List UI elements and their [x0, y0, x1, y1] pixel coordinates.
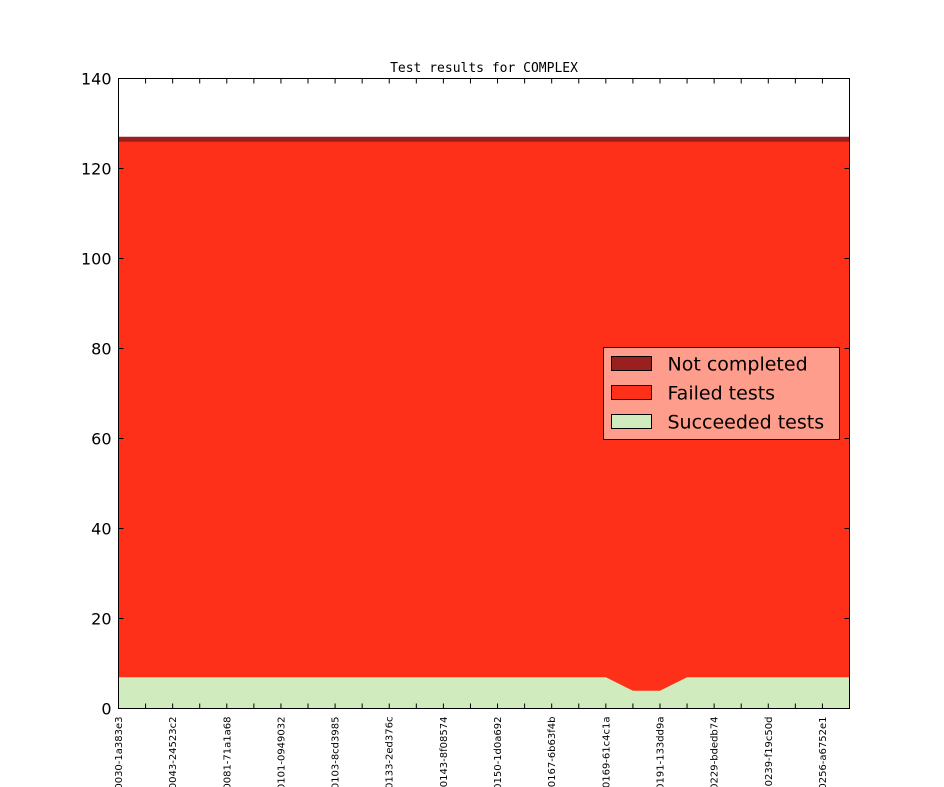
y-tick-label: 60	[91, 430, 111, 449]
plot-frame	[118, 78, 850, 709]
x-tick-label: 0101-0949032	[276, 717, 287, 787]
legend-label: Succeeded tests	[668, 412, 825, 434]
x-tick-label: 0169-61c4c1a	[601, 717, 612, 787]
y-tick-label: 80	[91, 340, 111, 359]
x-tick-label: 0143-8f08574	[439, 717, 450, 787]
legend-swatch	[611, 356, 652, 371]
x-tick-label: 0030-1a383e3	[114, 717, 125, 787]
y-tick-label: 120	[81, 160, 112, 179]
y-tick-label: 140	[81, 70, 112, 89]
area-series-group	[118, 136, 850, 709]
x-tick-label: 0081-71a1a68	[222, 717, 233, 787]
x-tick-label: 0229-bdedb74	[710, 717, 721, 787]
x-tick-label: 0239-f19c50d	[764, 717, 775, 787]
legend-label: Failed tests	[668, 383, 776, 405]
x-tick-label: 0133-2ed376c	[385, 717, 396, 787]
legend-label: Not completed	[668, 354, 808, 376]
x-tick-label: 0191-133dd9a	[655, 717, 666, 787]
y-tick-label: 0	[101, 700, 111, 719]
x-tick-label: 0256-a6752e1	[818, 717, 829, 787]
x-tick-label: 0150-1d0a692	[493, 717, 504, 787]
x-tick-label: 0043-24523c2	[168, 717, 179, 787]
legend: Not completed Failed tests Succeeded tests	[603, 347, 840, 440]
y-tick-label: 100	[81, 250, 112, 269]
area-succeeded-tests	[118, 676, 850, 709]
area-not-completed	[118, 136, 850, 142]
y-tick-label: 20	[91, 610, 111, 629]
legend-swatch	[611, 385, 652, 400]
legend-swatch	[611, 414, 652, 429]
x-tick-label: 0167-6b63f4b	[547, 717, 558, 787]
chart-title: Test results for COMPLEX	[390, 61, 578, 76]
y-tick-label: 40	[91, 520, 111, 539]
y-axis: 0 20 40 60 80 100 120 140	[81, 70, 850, 719]
x-tick-label: 0103-8cd3985	[331, 717, 342, 787]
x-axis: 0030-1a383e3 0043-24523c2 0081-71a1a68 0101…	[114, 78, 850, 787]
